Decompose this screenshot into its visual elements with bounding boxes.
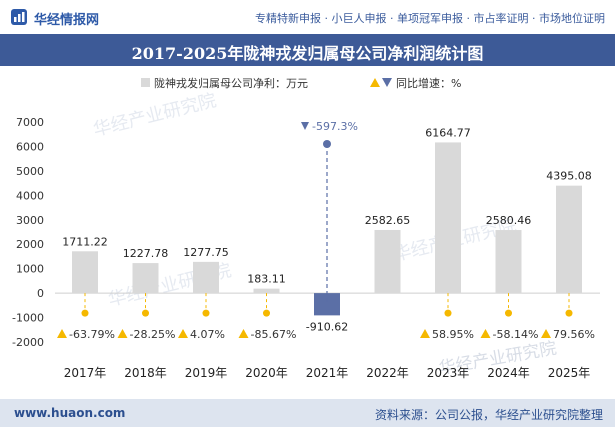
growth-point (142, 309, 149, 317)
growth-series: -63.79% -28.25% 4.07% -85.67% -597.3% 58.95% -… (57, 120, 595, 341)
bars: 1711.22 1227.78 1277.75 183.11 -910.62 2582.6… (62, 126, 592, 333)
legend-swatch-net-profit (141, 78, 150, 87)
growth-label: 58.95% (432, 328, 474, 341)
y-tick-label: 7000 (16, 116, 44, 129)
bar-value-label: 2582.65 (365, 214, 411, 227)
bar-2023年 (435, 142, 461, 294)
x-tick-label: 2025年 (548, 366, 591, 380)
bar-2022年 (374, 229, 401, 294)
x-tick-label: 2019年 (185, 366, 228, 380)
y-tick-label: 1000 (16, 263, 44, 276)
footer-bar (0, 399, 615, 427)
brand-logo-icon (11, 9, 27, 25)
growth-label: -63.79% (69, 328, 115, 341)
x-tick-label: 2022年 (366, 366, 409, 380)
x-axis: 2017年 2018年 2019年 2020年 2021年 2022年 2023年 2024年… (64, 366, 591, 380)
bar-2024年 (495, 230, 522, 294)
growth-point (202, 309, 210, 317)
growth-point (81, 309, 89, 317)
legend-up-triangle-icon (370, 78, 380, 87)
up-triangle-icon (117, 329, 128, 338)
y-tick-label: 5000 (16, 165, 44, 178)
legend-down-triangle-icon (382, 78, 392, 87)
bar-value-label: -910.62 (306, 320, 348, 333)
bar-2019年 (193, 261, 219, 294)
y-tick-label: 2000 (16, 238, 44, 251)
down-triangle-icon (301, 122, 309, 130)
y-tick-label: 4000 (16, 189, 44, 202)
y-tick-label: 6000 (16, 140, 44, 153)
bar-value-label: 4395.08 (546, 170, 592, 183)
x-tick-label: 2020年 (245, 366, 288, 380)
growth-label: 4.07% (190, 328, 225, 341)
legend: 陇神戎发归属母公司净利：万元 同比增速：% (141, 76, 461, 90)
bar-2018年 (132, 263, 159, 294)
growth-point (263, 309, 270, 317)
brand-name: 华经情报网 (34, 13, 100, 28)
legend-label-growth: 同比增速：% (396, 76, 461, 90)
x-tick-label: 2024年 (487, 366, 530, 380)
bar-value-label: 1227.78 (123, 247, 169, 260)
up-triangle-icon (541, 329, 551, 338)
chart-title: 2017-2025年陇神戎发归属母公司净利润统计图 (131, 44, 484, 63)
x-tick-label: 2017年 (64, 366, 107, 380)
bar-2020年 (253, 288, 280, 294)
up-triangle-icon (57, 329, 67, 338)
chart-canvas: 华经产业研究院 华经产业研究院 华经产业研究院 华经产业研究院 陇神戎发归属母公… (12, 76, 600, 380)
bar-value-label: 183.11 (247, 273, 286, 286)
y-tick-label: 0 (37, 287, 44, 300)
bar-2025年 (556, 185, 582, 294)
y-tick-label: -2000 (12, 336, 44, 349)
growth-point (444, 309, 452, 317)
footer-site-link[interactable]: www.huaon.com (14, 406, 126, 420)
top-banner: 华经情报网 专精特新申报 · 小巨人申报 · 单项冠军申报 · 市占率证明 · … (0, 0, 615, 35)
growth-label: -597.3% (312, 120, 358, 133)
growth-label: -85.67% (251, 328, 297, 341)
watermark-text: 华经产业研究院 (91, 90, 218, 141)
y-axis: -2000 -1000 0 1000 2000 3000 4000 5000 6000 7000 (12, 116, 44, 349)
bar-2017年 (72, 251, 98, 294)
up-triangle-icon (480, 329, 491, 338)
up-triangle-icon (420, 329, 430, 338)
x-tick-label: 2021年 (306, 366, 349, 380)
bar-value-label: 2580.46 (486, 214, 532, 227)
growth-point (505, 309, 512, 317)
service-links[interactable]: 专精特新申报 · 小巨人申报 · 单项冠军申报 · 市占率证明 · 市场地位证明 (255, 12, 605, 25)
bar-value-label: 1277.75 (183, 246, 229, 259)
bar-value-label: 6164.77 (425, 126, 471, 139)
growth-point (565, 309, 573, 317)
y-tick-label: -1000 (12, 312, 44, 325)
growth-label: -28.25% (130, 328, 176, 341)
legend-label-net-profit: 陇神戎发归属母公司净利：万元 (154, 76, 308, 90)
growth-label: 79.56% (553, 328, 595, 341)
growth-point (323, 140, 331, 148)
up-triangle-icon (238, 329, 249, 338)
up-triangle-icon (178, 329, 188, 338)
bar-value-label: 1711.22 (62, 235, 108, 248)
bar-2021年 (314, 293, 340, 316)
y-tick-label: 3000 (16, 214, 44, 227)
x-tick-label: 2018年 (124, 366, 167, 380)
title-bar (0, 34, 615, 66)
footer-source: 资料来源：公司公报，华经产业研究院整理 (374, 408, 603, 422)
x-tick-label: 2023年 (427, 366, 470, 380)
growth-label: -58.14% (493, 328, 539, 341)
